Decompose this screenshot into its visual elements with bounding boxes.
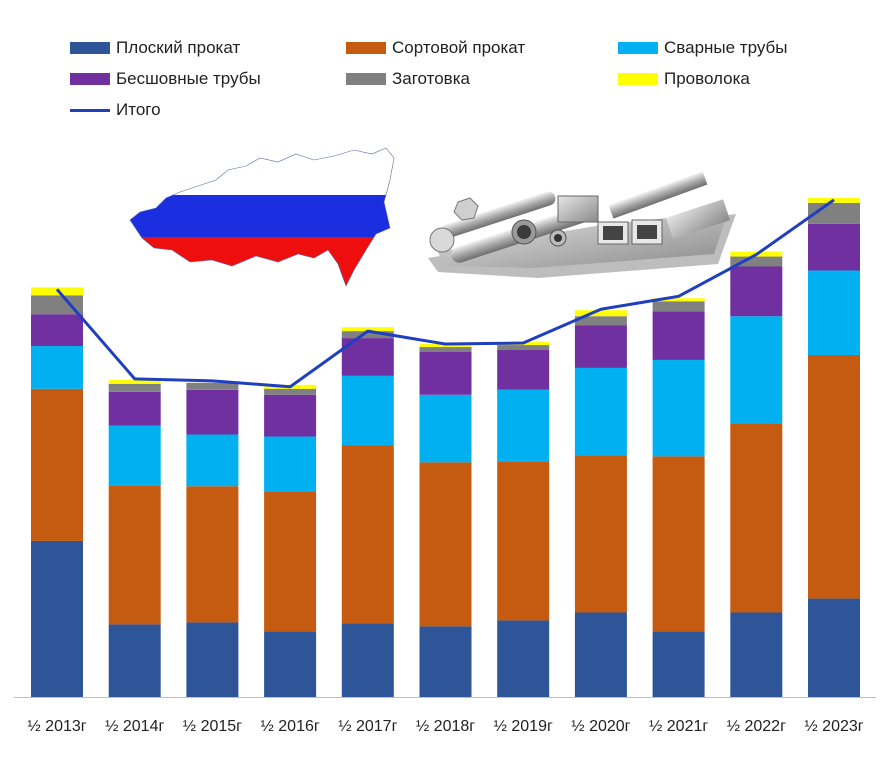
legend-item: Заготовка [346,69,470,89]
bar-segment [652,301,705,312]
bar-segment [419,626,472,697]
legend-label: Сортовой прокат [392,38,526,57]
bar-segment [730,266,783,317]
bar-segment [574,310,627,317]
bar-segment [108,425,161,486]
x-tick-label: ½ 2013г [27,718,86,735]
bar-segment [31,388,83,541]
bar-segment [419,352,472,395]
bar-segment [419,394,472,463]
legend-swatch [618,73,658,85]
bar-segment [108,624,161,697]
x-tick-label: ½ 2021г [649,718,708,735]
legend-swatch [346,42,386,54]
bar-segment [497,620,550,697]
bar-segment [31,540,83,697]
bar-segment [264,631,317,697]
bar-segment [497,345,550,351]
legend-item: Сортовой прокат [346,38,525,58]
bar-segment [808,223,860,271]
bar-segment [264,388,317,395]
bar-segment [186,389,239,435]
bar-segment [652,456,705,632]
legend-item: Плоский прокат [70,38,240,58]
bar-segment [108,485,161,625]
bar-segment [652,311,705,360]
legend-label: Сварные трубы [664,38,788,57]
bar-segment [497,389,550,462]
bar-segment [652,298,705,302]
legend-swatch [346,73,386,85]
bar-segment [264,436,317,492]
bar-segment [652,631,705,697]
bar-segment [497,461,550,621]
x-tick-label: ½ 2014г [105,718,164,735]
bar-segment [186,622,239,697]
bar-segment [730,256,783,267]
legend-swatch [70,73,110,85]
x-tick-label: ½ 2019г [494,718,553,735]
bar-segment [574,325,627,368]
bar-segment [419,347,472,353]
bar-segment [574,367,627,456]
legend-label: Проволока [664,69,750,88]
x-tick-label: ½ 2023г [804,718,863,735]
total-line [55,198,835,389]
legend-item: Проволока [618,69,750,89]
x-tick-label: ½ 2015г [183,718,242,735]
bar-segment [574,612,627,697]
bar-segment [264,491,317,632]
bar-segment [341,623,394,697]
x-tick-label: ½ 2016г [260,718,319,735]
x-tick-label: ½ 2020г [571,718,630,735]
legend-label: Плоский прокат [116,38,241,57]
bar-segment [31,314,83,347]
bar-segment [108,379,161,384]
legend-label: Итого [116,100,161,119]
legend-swatch [70,108,110,112]
bar-segment [652,359,705,457]
russia-flag-map-image [129,147,395,287]
bar-segment [341,445,394,624]
legend-item: Сварные трубы [618,38,788,58]
legend-label: Заготовка [392,69,470,88]
x-tick-label: ½ 2022г [727,718,786,735]
bar-segment [31,346,83,389]
bar-segment [264,394,317,437]
bar-segment [497,350,550,390]
bar-segment [108,391,161,426]
bar-segment [186,434,239,487]
bar-segment [186,382,239,390]
x-tick-label: ½ 2018г [416,718,475,735]
bar-segment [31,295,83,315]
metal-products-image [428,171,736,278]
bar-segment [341,331,394,339]
x-tick-label: ½ 2017г [338,718,397,735]
bar-segment [419,462,472,627]
legend-swatch [618,42,658,54]
bar-segment [730,316,783,424]
bar-segment [341,327,394,332]
bar-segment [108,383,161,392]
bar-segment [186,486,239,623]
bar-segment [574,455,627,613]
bar-segment [808,598,860,697]
bar-segment [808,270,860,355]
legend-item: Итого [70,100,161,120]
legend-item: Бесшовные трубы [70,69,261,89]
legend-label: Бесшовные трубы [116,69,261,88]
bar-segment [574,316,627,326]
bar-segment [341,375,394,446]
bar-segment [730,423,783,613]
bar-segment [730,612,783,697]
legend-swatch [70,42,110,54]
bar-segment [808,354,860,599]
